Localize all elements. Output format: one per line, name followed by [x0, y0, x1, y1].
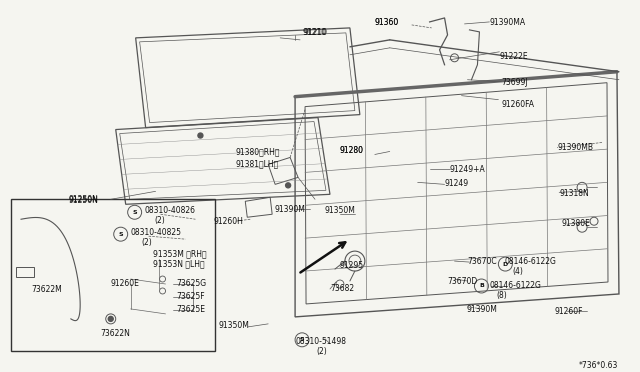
- Text: 91390MA: 91390MA: [490, 18, 525, 27]
- Text: (2): (2): [155, 216, 165, 225]
- Text: 08310-51498: 08310-51498: [295, 337, 346, 346]
- Text: 91249: 91249: [445, 179, 468, 188]
- Text: 91390M: 91390M: [467, 305, 497, 314]
- Text: 91280: 91280: [340, 147, 364, 155]
- Text: 08310-40826: 08310-40826: [145, 206, 196, 215]
- Text: 91390M: 91390M: [274, 205, 305, 214]
- Text: 91318N: 91318N: [559, 189, 589, 198]
- Text: 08146-6122G: 08146-6122G: [504, 257, 556, 266]
- Text: 91260FA: 91260FA: [501, 100, 534, 109]
- Text: 91353M 〈RH〉: 91353M 〈RH〉: [152, 249, 206, 258]
- Text: S: S: [300, 337, 305, 342]
- Text: S: S: [118, 232, 123, 237]
- Text: 91380〈RH〉: 91380〈RH〉: [236, 147, 280, 157]
- Text: 91380E: 91380E: [561, 219, 590, 228]
- Text: 73622N: 73622N: [100, 329, 131, 338]
- Text: (8): (8): [497, 291, 507, 300]
- Text: 73625E: 73625E: [177, 305, 205, 314]
- Text: 08310-40825: 08310-40825: [131, 228, 182, 237]
- Text: 73625F: 73625F: [177, 292, 205, 301]
- Text: 73625G: 73625G: [177, 279, 207, 288]
- Text: (4): (4): [513, 267, 524, 276]
- Text: 73699J: 73699J: [501, 78, 528, 87]
- Circle shape: [285, 183, 291, 188]
- Bar: [11, 199, 216, 351]
- Text: 91390MB: 91390MB: [557, 142, 593, 151]
- Text: 91210: 91210: [302, 28, 326, 37]
- Text: 91350M: 91350M: [218, 321, 249, 330]
- Text: 91222E: 91222E: [499, 52, 528, 61]
- Text: 91260F: 91260F: [554, 307, 582, 316]
- Text: 91350M: 91350M: [325, 206, 356, 215]
- Text: 91260E: 91260E: [111, 279, 140, 288]
- Text: 73682: 73682: [330, 284, 354, 293]
- Text: B: B: [479, 283, 484, 289]
- Text: (2): (2): [141, 238, 152, 247]
- Text: 91249+A: 91249+A: [449, 166, 485, 174]
- Text: 91353N 〈LH〉: 91353N 〈LH〉: [152, 259, 204, 268]
- Text: 91210: 91210: [303, 28, 327, 37]
- Text: 91250N: 91250N: [69, 196, 99, 205]
- Circle shape: [108, 317, 113, 321]
- Text: 91360: 91360: [375, 18, 399, 27]
- Text: 91360: 91360: [375, 18, 399, 27]
- Text: 91260H: 91260H: [213, 217, 243, 226]
- Text: 73670D: 73670D: [447, 277, 478, 286]
- Text: 08146-6122G: 08146-6122G: [490, 281, 541, 290]
- Text: 91295: 91295: [340, 261, 364, 270]
- Text: 73622M: 73622M: [31, 285, 62, 294]
- Text: 91250N: 91250N: [69, 195, 99, 204]
- Text: 91280: 91280: [340, 147, 364, 155]
- Bar: [16, 267, 34, 277]
- Circle shape: [198, 133, 203, 138]
- Text: S: S: [132, 210, 137, 215]
- Text: 73670C: 73670C: [467, 257, 497, 266]
- Text: 91381〈LH〉: 91381〈LH〉: [236, 160, 278, 169]
- Text: D: D: [503, 262, 508, 267]
- Text: *736*0.63: *736*0.63: [579, 361, 618, 370]
- Text: (2): (2): [316, 347, 327, 356]
